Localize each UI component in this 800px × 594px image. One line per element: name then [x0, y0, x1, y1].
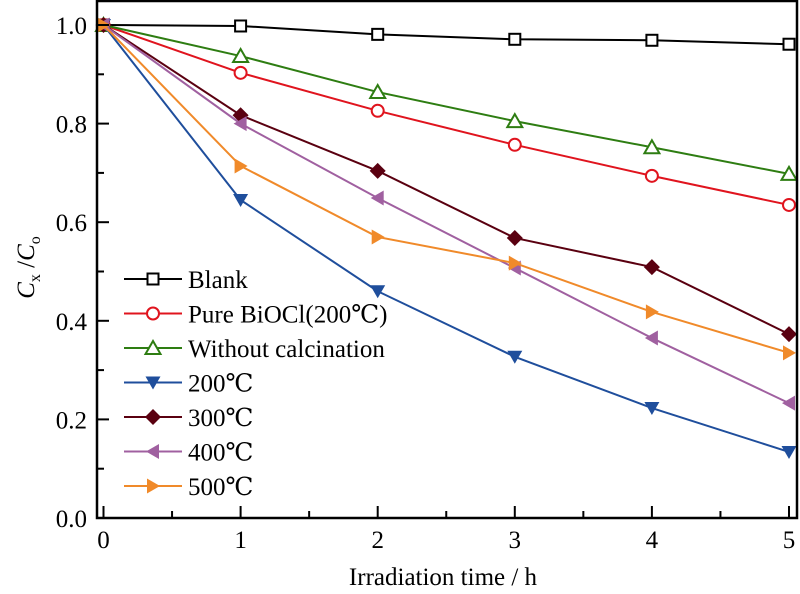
- data-point: [234, 158, 248, 174]
- data-point: [779, 164, 799, 181]
- x-tick-label: 1: [234, 527, 247, 554]
- series-line: [103, 24, 790, 206]
- data-point: [782, 37, 796, 51]
- legend-marker: [143, 338, 163, 355]
- legend-item: Without calcination: [124, 336, 385, 363]
- y-axis-ticks: 0.0 0.2 0.4 0.6 0.8 1.0: [56, 13, 109, 533]
- data-point: [506, 229, 523, 246]
- x-axis-ticks: 0 1 2 3 4 5: [97, 506, 795, 554]
- legend: Blank Pure BiOCl(200℃) Without calcination…: [124, 267, 388, 501]
- data-point: [368, 83, 387, 100]
- y-title-sep: /: [13, 261, 40, 274]
- data-point: [505, 112, 525, 129]
- legend-label: 500℃: [188, 474, 253, 501]
- data-point: [231, 47, 250, 64]
- series-6: [97, 17, 796, 361]
- series-2: [94, 15, 799, 181]
- y-tick-label: 0.2: [56, 407, 87, 434]
- legend-marker: [145, 409, 161, 425]
- data-point: [782, 395, 795, 411]
- x-tick-label: 0: [97, 527, 110, 554]
- series-0: [97, 18, 796, 51]
- y-tick-label: 0.4: [56, 309, 88, 336]
- data-point: [783, 345, 796, 361]
- data-point: [645, 33, 659, 47]
- legend-item: Blank: [124, 267, 248, 294]
- y-tick-label: 1.0: [56, 13, 87, 40]
- legend-label: Without calcination: [188, 336, 385, 363]
- legend-item: 500℃: [124, 474, 253, 501]
- x-tick-label: 3: [509, 527, 522, 554]
- data-point: [781, 326, 797, 343]
- y-title-c2: C: [13, 244, 40, 261]
- y-title-c1: C: [13, 282, 40, 299]
- legend-label: Pure BiOCl(200℃): [188, 302, 388, 329]
- data-point: [644, 168, 659, 183]
- data-point: [508, 255, 522, 271]
- data-point: [643, 259, 660, 276]
- data-point: [233, 65, 248, 80]
- data-point: [644, 330, 658, 346]
- series-line: [102, 24, 790, 405]
- y-tick-label: 0.6: [56, 210, 87, 237]
- y-title-sub2: o: [27, 236, 44, 244]
- data-point: [370, 285, 386, 299]
- data-point: [782, 197, 796, 212]
- data-point: [371, 27, 385, 41]
- data-point: [370, 103, 385, 118]
- x-axis-title: Irradiation time / h: [349, 564, 538, 591]
- data-point: [781, 445, 797, 459]
- legend-marker: [147, 478, 160, 494]
- legend-marker: [145, 376, 161, 390]
- x-tick-label: 2: [371, 527, 384, 554]
- legend-item: Pure BiOCl(200℃): [124, 302, 388, 329]
- legend-label: 200℃: [188, 371, 253, 398]
- data-point: [642, 138, 662, 155]
- series-line: [103, 24, 790, 175]
- legend-item: 400℃: [124, 440, 253, 467]
- data-point: [507, 350, 523, 364]
- y-title-sub1: x: [27, 274, 44, 282]
- series-layer: [94, 15, 799, 459]
- y-tick-label: 0.8: [56, 112, 87, 139]
- data-point: [234, 19, 248, 33]
- data-point: [369, 162, 386, 179]
- series-line: [102, 24, 790, 354]
- series-line: [102, 24, 790, 336]
- data-point: [644, 402, 660, 416]
- legend-label: 400℃: [188, 440, 253, 467]
- legend-marker: [146, 306, 160, 321]
- data-point: [233, 116, 247, 132]
- data-point: [371, 229, 385, 245]
- legend-item: 200℃: [124, 371, 253, 398]
- legend-marker: [146, 272, 160, 286]
- legend-label: Blank: [188, 267, 248, 294]
- data-point: [370, 190, 384, 206]
- data-point: [508, 32, 522, 46]
- legend-marker: [146, 444, 159, 459]
- data-point: [645, 304, 659, 320]
- legend-item: 300℃: [124, 405, 253, 432]
- legend-label: 300℃: [188, 405, 253, 432]
- y-axis-title: Cx /Co: [13, 236, 44, 299]
- y-tick-label: 0.0: [56, 506, 87, 533]
- x-tick-label: 4: [646, 527, 659, 554]
- series-line: [102, 24, 790, 453]
- data-point: [233, 194, 249, 208]
- data-point: [507, 137, 522, 152]
- x-tick-label: 5: [783, 527, 796, 554]
- series-line: [103, 24, 790, 46]
